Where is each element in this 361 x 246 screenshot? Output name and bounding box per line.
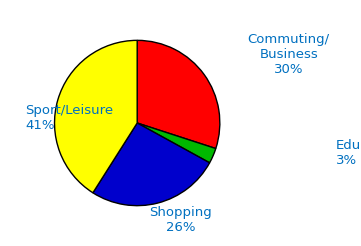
Text: Commuting/
Business
30%: Commuting/ Business 30%: [248, 33, 330, 76]
Text: Education
3%: Education 3%: [336, 138, 361, 167]
Wedge shape: [93, 123, 210, 206]
Text: Sport/Leisure
41%: Sport/Leisure 41%: [25, 104, 113, 132]
Text: Shopping
26%: Shopping 26%: [149, 206, 212, 234]
Wedge shape: [137, 123, 216, 163]
Wedge shape: [137, 40, 220, 149]
Wedge shape: [55, 40, 137, 193]
